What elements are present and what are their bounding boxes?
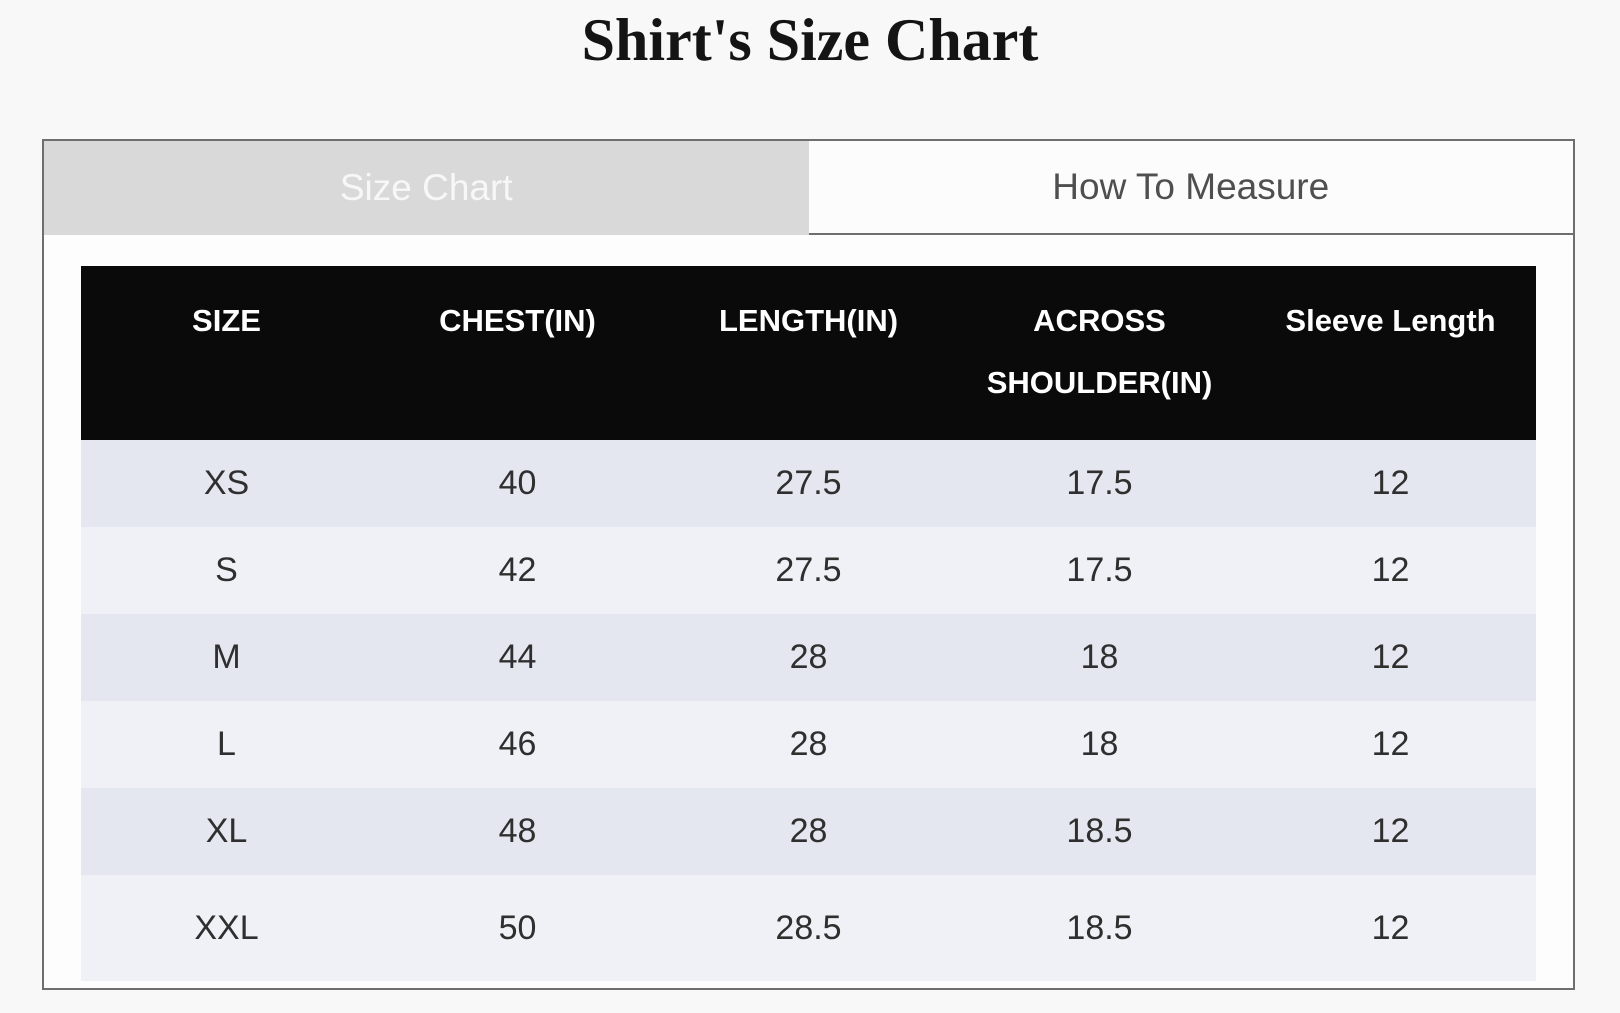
col-header-sleeve-length: Sleeve Length [1245,266,1536,440]
cell-size: M [212,638,241,676]
cell-sleeve-length: 12 [1371,551,1410,589]
tab-size-chart-label: Size Chart [339,167,513,208]
cell-chest: 50 [498,908,537,947]
col-header-chest: CHEST(IN) [372,266,663,440]
table-row-m: M 44 28 18 12 [81,614,1536,701]
cell-size: S [215,551,238,589]
col-header-length: LENGTH(IN) [663,266,954,440]
table-row-l: L 46 28 18 12 [81,701,1536,788]
cell-length: 27.5 [775,551,842,589]
cell-sleeve-length: 12 [1371,725,1410,763]
cell-chest: 48 [498,812,537,850]
tab-how-to-measure[interactable]: How To Measure [808,141,1573,235]
cell-chest: 46 [498,725,537,763]
size-table-header: SIZE CHEST(IN) LENGTH(IN) ACROSS SHOULDE… [81,266,1536,440]
table-row-xs: XS 40 27.5 17.5 12 [81,440,1536,527]
tab-size-chart[interactable]: Size Chart [44,141,809,235]
cell-chest: 44 [498,638,537,676]
cell-sleeve-length: 12 [1371,812,1410,850]
cell-across-shoulder: 17.5 [1066,551,1133,589]
cell-sleeve-length: 12 [1371,464,1410,502]
tab-how-to-measure-label: How To Measure [1052,166,1330,207]
size-chart-panel: Size Chart How To Measure SIZE CHEST(IN)… [42,139,1575,990]
cell-across-shoulder: 18.5 [1066,812,1133,850]
cell-sleeve-length: 12 [1371,908,1410,947]
header-row: SIZE CHEST(IN) LENGTH(IN) ACROSS SHOULDE… [81,266,1536,440]
table-row-s: S 42 27.5 17.5 12 [81,527,1536,614]
tab-bar: Size Chart How To Measure [44,141,1573,235]
size-table-body: XS 40 27.5 17.5 12 S 42 27.5 17.5 12 M 4… [81,440,1536,981]
cell-size: XXL [194,908,259,947]
cell-chest: 42 [498,551,537,589]
page-title: Shirt's Size Chart [581,7,1039,73]
table-row-xxl: XXL 50 28.5 18.5 12 [81,875,1536,981]
cell-length: 28 [789,725,828,763]
cell-across-shoulder: 18 [1080,638,1119,676]
col-header-size: SIZE [81,266,372,440]
col-header-across-shoulder: ACROSS SHOULDER(IN) [954,266,1245,440]
cell-length: 28.5 [775,908,842,947]
cell-across-shoulder: 18 [1080,725,1119,763]
cell-sleeve-length: 12 [1371,638,1410,676]
cell-chest: 40 [498,464,537,502]
cell-size: XL [205,812,248,850]
cell-length: 28 [789,812,828,850]
cell-across-shoulder: 18.5 [1066,908,1133,947]
cell-size: XS [203,464,250,502]
cell-size: L [217,725,236,763]
size-table: SIZE CHEST(IN) LENGTH(IN) ACROSS SHOULDE… [81,266,1536,981]
cell-length: 27.5 [775,464,842,502]
cell-across-shoulder: 17.5 [1066,464,1133,502]
tab-content: SIZE CHEST(IN) LENGTH(IN) ACROSS SHOULDE… [44,235,1573,981]
cell-length: 28 [789,638,828,676]
table-row-xl: XL 48 28 18.5 12 [81,788,1536,875]
